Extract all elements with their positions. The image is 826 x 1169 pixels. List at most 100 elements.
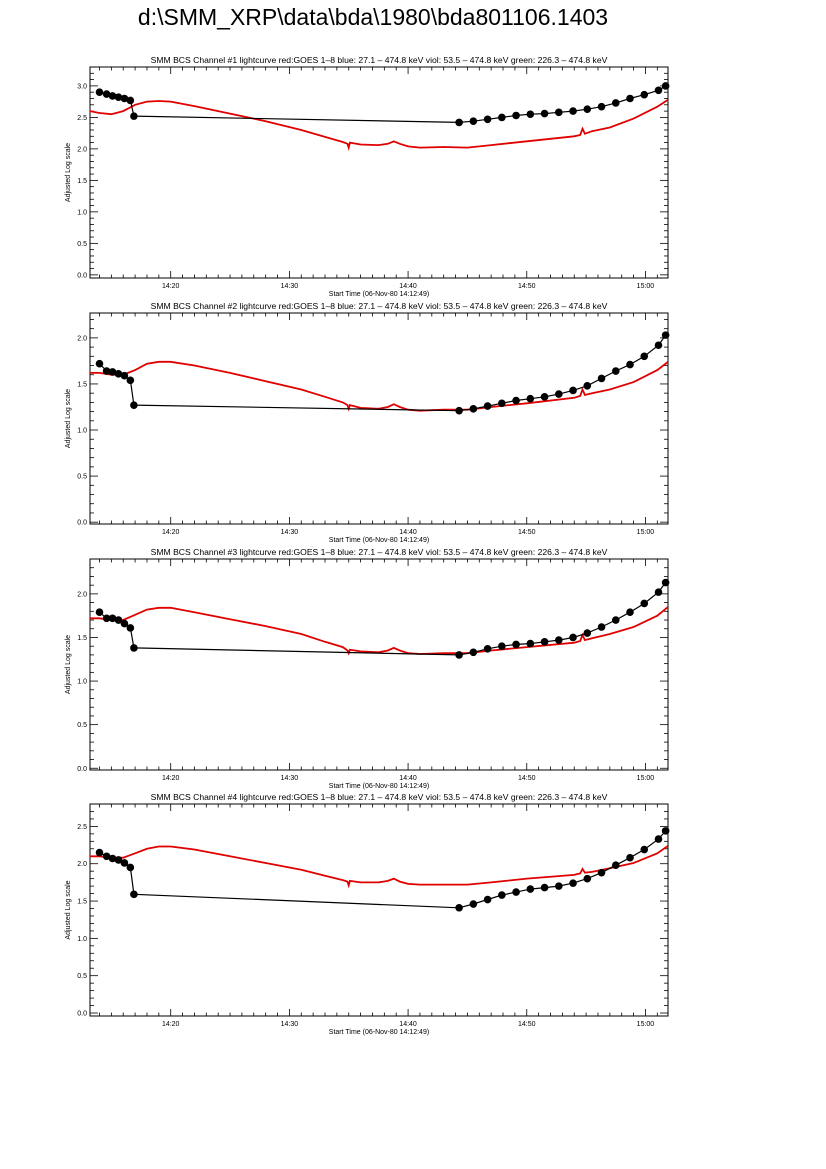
bcs-data-point [555,390,563,398]
bcs-data-point [555,636,563,644]
bcs-data-point [102,367,111,375]
bcs-data-point [526,885,535,893]
bcs-data-point [611,367,620,375]
bcs-data-point [569,879,577,887]
bcs-data-point [611,616,620,624]
bcs-data-point [540,638,549,646]
x-tick-label: 14:30 [281,1021,299,1028]
bcs-data-point [654,835,663,843]
bcs-data-point [654,588,663,596]
y-tick-label: 2.0 [77,146,87,153]
bcs-data-point [114,93,123,102]
y-axis-label: Adjusted Log scale [65,143,72,202]
bcs-data-point [455,406,463,415]
y-tick-label: 2.0 [77,335,87,342]
x-tick-label: 14:40 [399,775,417,782]
y-tick-label: 1.0 [77,209,87,216]
chart-title: SMM BCS Channel #1 lightcurve red:GOES 1… [151,55,608,65]
x-tick-label: 15:00 [637,529,655,536]
bcs-data-point [540,393,549,401]
bcs-data-point [102,90,111,98]
y-tick-label: 1.5 [77,178,87,185]
chart-panel-3: SMM BCS Channel #3 lightcurve red:GOES 1… [65,547,670,790]
bcs-data-point [469,117,478,125]
bcs-data-point [114,616,123,624]
bcs-data-point [661,578,670,587]
bcs-data-point [95,608,104,616]
bcs-data-point [661,827,670,835]
bcs-data-point [640,90,649,99]
y-tick-label: 0.0 [77,272,87,279]
bcs-data-point [661,331,670,339]
bcs-data-point [95,88,104,96]
y-tick-label: 1.5 [77,635,87,642]
y-tick-label: 0.5 [77,722,87,729]
bcs-data-point [498,891,506,899]
bcs-data-point [611,861,620,870]
chart-panel-1: SMM BCS Channel #1 lightcurve red:GOES 1… [65,55,670,298]
bcs-data-point [455,118,463,127]
y-tick-label: 1.0 [77,936,87,943]
bcs-data-point [611,99,620,107]
bcs-data-point [130,644,138,652]
bcs-data-point [102,614,111,623]
bcs-data-point [512,111,520,120]
bcs-data-point [626,853,634,862]
x-axis-label: Start Time (06-Nov-80 14:12:49) [329,537,429,544]
bcs-data-point [569,633,577,642]
y-tick-label: 0.5 [77,241,87,248]
y-tick-label: 1.5 [77,899,87,906]
bcs-series-line [99,830,667,909]
bcs-data-point [640,599,649,608]
y-tick-label: 2.5 [77,824,87,831]
bcs-data-point [569,107,577,115]
bcs-data-point [483,402,492,410]
bcs-data-point [626,608,634,616]
x-tick-label: 14:40 [399,1021,417,1028]
y-axis-label: Adjusted Log scale [65,389,72,448]
bcs-data-point [583,105,592,113]
plot-frame [89,66,669,279]
bcs-data-point [120,371,129,380]
y-tick-label: 2.0 [77,861,87,868]
x-axis-label: Start Time (06-Nov-80 14:12:49) [329,291,429,298]
bcs-data-point [583,381,592,390]
bcs-data-point [526,639,535,648]
bcs-data-point [455,903,463,912]
x-tick-label: 14:30 [281,775,299,782]
y-axis-label: Adjusted Log scale [65,635,72,694]
bcs-data-point [126,96,135,105]
x-tick-label: 14:20 [162,283,180,290]
bcs-data-point [114,856,123,864]
bcs-data-point [469,900,478,908]
x-tick-label: 14:20 [162,1021,180,1028]
bcs-data-point [512,396,520,405]
goes-series-line [90,99,668,151]
bcs-data-point [498,642,506,650]
y-tick-label: 1.0 [77,428,87,435]
bcs-data-point [126,376,135,385]
bcs-data-point [120,619,129,628]
y-tick-label: 0.5 [77,973,87,980]
bcs-data-point [626,94,634,103]
bcs-data-point [583,629,592,637]
y-tick-label: 2.5 [77,115,87,122]
bcs-data-point [483,645,492,653]
bcs-data-point [469,648,478,657]
bcs-data-point [597,868,606,877]
bcs-data-point [526,110,535,119]
bcs-data-point [455,651,463,659]
bcs-data-point [108,854,117,863]
bcs-data-point [108,92,117,100]
y-tick-label: 2.0 [77,591,87,598]
y-tick-label: 0.0 [77,1011,87,1018]
x-tick-label: 14:30 [281,283,299,290]
bcs-data-point [626,360,634,369]
y-tick-label: 3.0 [77,83,87,90]
x-tick-label: 14:50 [518,775,536,782]
y-tick-label: 0.5 [77,474,87,481]
chart-panel-2: SMM BCS Channel #2 lightcurve red:GOES 1… [65,301,670,544]
plot-frame [89,312,669,525]
goes-series-line [90,845,668,889]
